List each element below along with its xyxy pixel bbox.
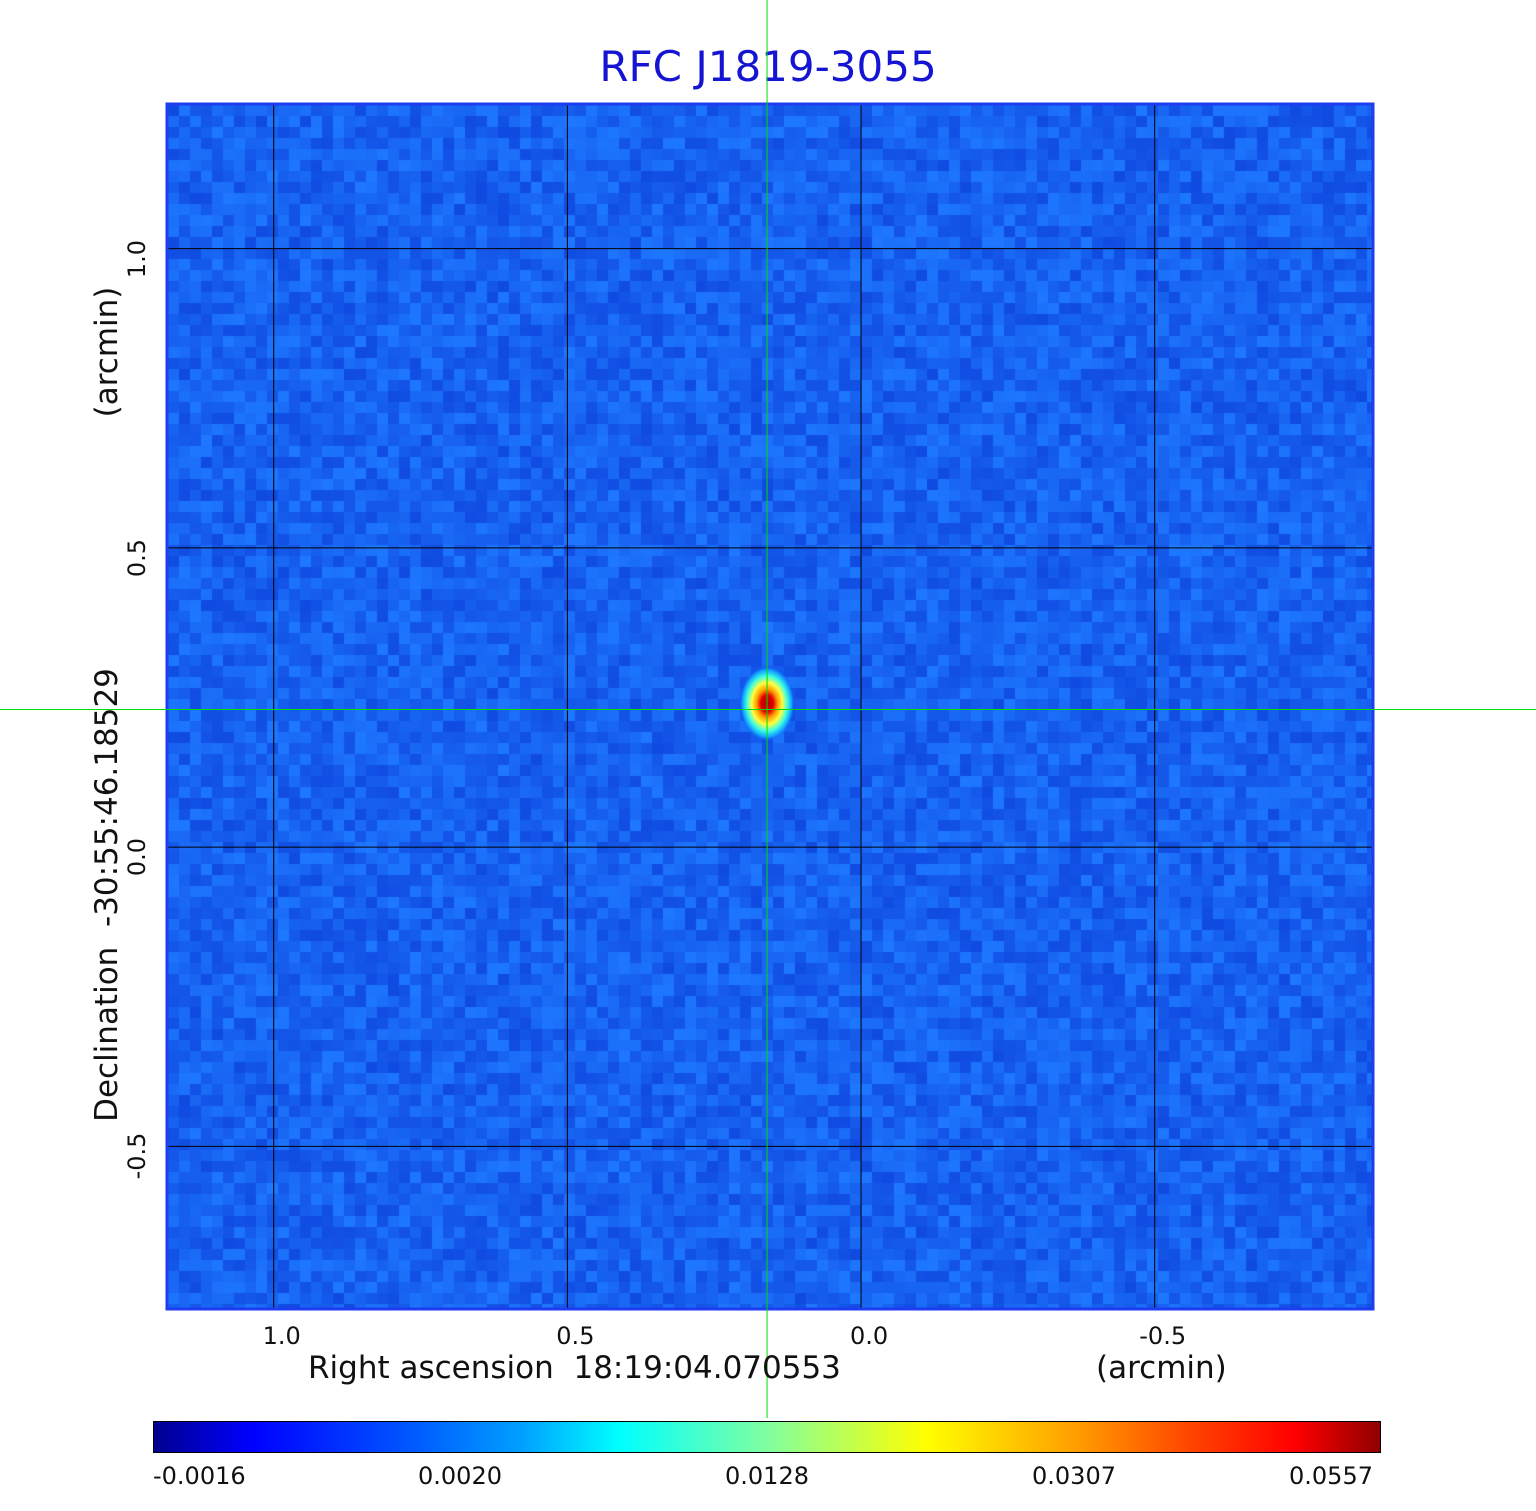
x-tick-label: -0.5 (1139, 1322, 1187, 1350)
x-axis-unit: (arcmin) (1096, 1350, 1227, 1386)
x-tick-label: 0.0 (849, 1322, 889, 1350)
colorbar-tick-label: 0.0128 (725, 1462, 809, 1490)
colorbar (153, 1421, 1381, 1453)
colorbar-tick-label: 0.0557 (1289, 1462, 1373, 1490)
chart-title: RFC J1819-3055 (599, 42, 937, 91)
y-tick-label: 1.0 (123, 239, 151, 278)
x-axis-label: Right ascension 18:19:04.070553 (308, 1350, 841, 1386)
y-axis-unit: (arcmin) (89, 286, 125, 418)
colorbar-tick-label: -0.0016 (153, 1462, 246, 1490)
y-tick-label: 0.5 (123, 538, 151, 577)
plot-frame (165, 102, 1375, 1311)
x-tick-label: 0.5 (556, 1322, 595, 1350)
colorbar-tick-label: 0.0020 (418, 1462, 502, 1490)
y-axis-label: Declination -30:55:46.18529 (89, 668, 125, 1122)
x-tick-label: 1.0 (262, 1322, 301, 1350)
y-tick-label: -0.5 (123, 1132, 151, 1180)
crosshair (0, 0, 1536, 1418)
colorbar-tick-label: 0.0307 (1032, 1462, 1116, 1490)
y-tick-label: 0.0 (123, 838, 151, 877)
grid-lines (168, 105, 1372, 1308)
